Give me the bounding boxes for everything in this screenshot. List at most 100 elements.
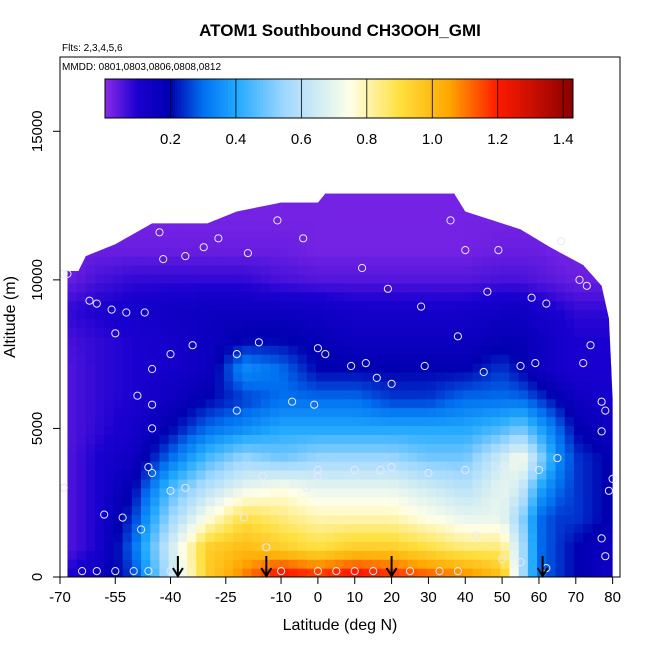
heatmap-cell	[435, 211, 446, 222]
heatmap-cell	[380, 202, 391, 213]
heatmap-cell	[380, 345, 391, 355]
heatmap-cell	[343, 407, 354, 418]
heatmap-cell	[85, 265, 96, 275]
heatmap-cell	[445, 461, 455, 471]
heatmap-cell	[426, 434, 437, 444]
x-tick-label: 50	[494, 589, 511, 606]
heatmap-cell	[417, 389, 428, 400]
heatmap-cell	[583, 514, 593, 525]
heatmap-cell	[352, 487, 363, 498]
heatmap-cell	[260, 327, 271, 337]
heatmap-cell	[131, 318, 142, 328]
heatmap-cell	[251, 505, 262, 516]
heatmap-cell	[270, 478, 280, 489]
heatmap-cell	[325, 256, 336, 266]
heatmap-cell	[306, 487, 317, 498]
heatmap-cell	[380, 434, 391, 444]
heatmap-cell	[435, 363, 446, 373]
heatmap-cell	[417, 541, 428, 551]
heatmap-cell	[371, 461, 382, 471]
heatmap-cell	[362, 220, 372, 230]
heatmap-cell	[371, 282, 382, 293]
colorbar-segment	[514, 79, 518, 118]
colorbar-segment	[429, 79, 434, 118]
heatmap-cell	[270, 532, 280, 542]
heatmap-cell	[325, 193, 336, 195]
heatmap-cell	[214, 336, 225, 346]
heatmap-cell	[389, 345, 400, 355]
data-point	[369, 567, 378, 576]
heatmap-cell	[334, 541, 345, 551]
heatmap-cell	[316, 273, 326, 284]
heatmap-cell	[408, 514, 418, 525]
colorbar-segment	[306, 79, 311, 118]
heatmap-cell	[343, 273, 354, 284]
heatmap-cell	[352, 193, 363, 204]
colorbar-segment	[216, 79, 220, 118]
heatmap-cell	[398, 487, 409, 498]
heatmap-cell	[260, 550, 271, 560]
heatmap-cell	[491, 541, 501, 551]
heatmap-cell	[352, 220, 363, 230]
heatmap-cell	[297, 505, 308, 516]
heatmap-cell	[500, 452, 511, 462]
heatmap-cell	[592, 470, 603, 480]
colorbar-segment	[485, 79, 489, 118]
heatmap-cell	[187, 220, 197, 230]
colorbar-segment	[245, 79, 249, 118]
heatmap-cell	[445, 496, 455, 507]
heatmap-cell	[306, 371, 317, 382]
heatmap-cell	[362, 541, 372, 551]
heatmap-cell	[159, 354, 170, 364]
heatmap-cell	[325, 505, 336, 516]
heatmap-cell	[141, 443, 151, 453]
heatmap-cell	[270, 470, 280, 480]
colorbar-segment	[432, 79, 437, 118]
heatmap-cell	[352, 193, 363, 195]
heatmap-cell	[85, 425, 96, 435]
heatmap-cell	[362, 425, 372, 435]
heatmap-cell	[509, 461, 520, 471]
heatmap-cell	[389, 371, 400, 382]
heatmap-cell	[233, 345, 243, 355]
colorbar-segment	[379, 79, 384, 118]
heatmap-cell	[601, 523, 612, 534]
heatmap-cell	[509, 327, 520, 337]
heatmap-cell	[481, 300, 492, 311]
heatmap-cell	[214, 407, 225, 418]
heatmap-cell	[380, 256, 391, 266]
heatmap-cell	[279, 461, 290, 471]
heatmap-cell	[417, 487, 428, 498]
heatmap-cell	[500, 443, 511, 453]
data-point	[288, 397, 297, 406]
heatmap-cell	[85, 380, 96, 391]
heatmap-cell	[233, 389, 243, 400]
heatmap-cell	[187, 380, 197, 391]
heatmap-cell	[205, 247, 216, 257]
heatmap-cell	[343, 256, 354, 266]
heatmap-cell	[537, 265, 547, 275]
heatmap-cell	[426, 380, 437, 391]
heatmap-cell	[270, 273, 280, 284]
heatmap-cell	[417, 550, 428, 560]
heatmap-cell	[527, 568, 538, 577]
heatmap-cell	[592, 568, 603, 577]
heatmap-cell	[214, 523, 225, 534]
colorbar-segment	[312, 79, 317, 118]
heatmap-cell	[177, 363, 188, 373]
colorbar-segment	[415, 79, 419, 118]
heatmap-cell	[362, 389, 372, 400]
heatmap-cell	[260, 523, 271, 534]
heatmap-cell	[435, 229, 446, 239]
heatmap-cell	[306, 398, 317, 409]
heatmap-cell	[435, 407, 446, 418]
heatmap-cell	[389, 247, 400, 257]
heatmap-cell	[214, 238, 225, 248]
heatmap-cell	[426, 398, 437, 409]
heatmap-cell	[288, 425, 299, 435]
heatmap-cell	[380, 282, 391, 293]
heatmap-cell	[500, 345, 511, 355]
heatmap-cell	[297, 470, 308, 480]
heatmap-cell	[168, 220, 179, 230]
heatmap-cell	[426, 300, 437, 311]
